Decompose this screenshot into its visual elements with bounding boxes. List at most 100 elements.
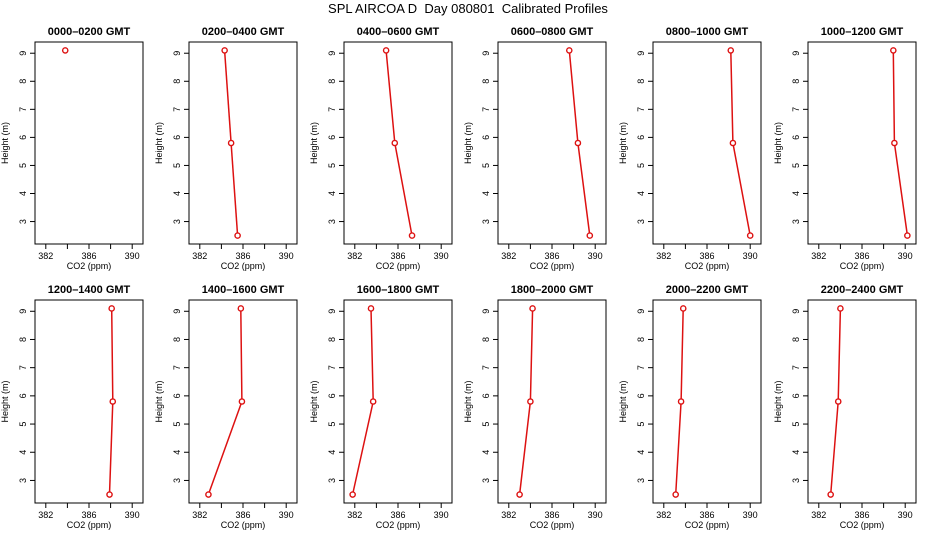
y-tick-label: 6 [791, 135, 801, 140]
x-axis-label: CO2 (ppm) [840, 261, 885, 271]
plot-frame [188, 41, 298, 245]
x-axis-label: CO2 (ppm) [67, 520, 112, 530]
x-tick-label: 382 [656, 251, 671, 261]
x-tick-label: 390 [898, 251, 913, 261]
x-tick-label: 386 [81, 251, 96, 261]
x-tick-label: 390 [743, 251, 758, 261]
y-tick-label: 9 [636, 51, 646, 56]
y-tick-label: 3 [636, 219, 646, 224]
series-line [385, 50, 413, 236]
figure-title: SPL AIRCOA D Day 080801 Calibrated Profi… [328, 1, 608, 16]
y-tick-label: 9 [481, 309, 491, 314]
y-axis-label: Height (m) [463, 380, 473, 422]
y-axis-label: Height (m) [154, 380, 164, 422]
panel-3: 0600–0800 GMT 382 386 390 3 4 5 6 7 8 9 CO2 (ppm) He… [463, 26, 607, 271]
plot-frame [497, 299, 607, 504]
y-tick-label: 8 [636, 79, 646, 84]
y-tick-label: 5 [327, 163, 337, 168]
y-tick-label: 9 [791, 309, 801, 314]
data-point [891, 139, 898, 147]
y-tick-label: 7 [481, 365, 491, 370]
y-axis-label: Height (m) [309, 122, 319, 164]
y-tick-label: 6 [481, 135, 491, 140]
x-tick-label: 390 [125, 510, 140, 520]
x-tick-label: 390 [898, 510, 913, 520]
y-tick-label: 9 [172, 51, 182, 56]
y-tick-label: 9 [481, 51, 491, 56]
y-tick-label: 5 [18, 422, 28, 427]
x-tick-label: 390 [125, 251, 140, 261]
panel-title: 0200–0400 GMT [202, 26, 285, 38]
x-tick-label: 382 [501, 251, 516, 261]
y-tick-label: 3 [481, 219, 491, 224]
data-point [565, 47, 573, 54]
data-point [382, 47, 390, 54]
panel-6: 1200–1400 GMT 382 386 390 3 4 5 6 7 8 9 CO2 (ppm) He… [0, 284, 144, 530]
y-tick-label: 3 [18, 478, 28, 483]
y-tick-label: 9 [18, 309, 28, 314]
x-tick-label: 382 [347, 251, 362, 261]
panel-11: 2200–2400 GMT 382 386 390 3 4 5 6 7 8 9 CO2 (ppm) He… [773, 284, 917, 530]
panel-title: 1400–1600 GMT [202, 284, 285, 296]
y-tick-label: 3 [791, 478, 801, 483]
x-tick-label: 382 [347, 510, 362, 520]
data-point [367, 305, 375, 312]
data-point [727, 47, 735, 54]
data-point [904, 232, 911, 239]
plot-frame [343, 299, 453, 504]
data-point [729, 139, 737, 147]
y-tick-label: 6 [791, 393, 801, 398]
y-tick-label: 3 [327, 219, 337, 224]
data-point [227, 139, 235, 147]
y-tick-label: 5 [18, 163, 28, 168]
y-tick-label: 7 [18, 107, 28, 112]
y-tick-label: 6 [172, 135, 182, 140]
data-point [827, 491, 834, 498]
y-tick-label: 7 [636, 107, 646, 112]
x-axis-label: CO2 (ppm) [376, 520, 421, 530]
y-tick-label: 3 [791, 219, 801, 224]
x-tick-label: 390 [588, 510, 603, 520]
panel-title: 0600–0800 GMT [511, 26, 594, 38]
y-tick-label: 8 [18, 337, 28, 342]
y-tick-label: 7 [636, 365, 646, 370]
y-tick-label: 7 [18, 365, 28, 370]
data-point [369, 398, 377, 405]
panel-7: 1400–1600 GMT 382 386 390 3 4 5 6 7 8 9 CO2 (ppm) He… [154, 284, 298, 530]
x-tick-label: 386 [854, 510, 869, 520]
y-tick-label: 4 [636, 450, 646, 455]
y-axis-label: Height (m) [618, 122, 628, 164]
y-tick-label: 4 [481, 450, 491, 455]
y-tick-label: 5 [791, 163, 801, 168]
y-axis-label: Height (m) [309, 380, 319, 422]
x-tick-label: 386 [390, 510, 405, 520]
plot-frame [34, 41, 144, 245]
data-point [746, 232, 754, 239]
y-tick-label: 7 [791, 365, 801, 370]
x-tick-label: 386 [235, 251, 250, 261]
data-point [516, 491, 523, 498]
y-tick-label: 6 [18, 393, 28, 398]
panel-title: 0800–1000 GMT [666, 26, 749, 38]
x-tick-label: 386 [390, 251, 405, 261]
x-tick-label: 386 [854, 251, 869, 261]
x-tick-label: 386 [699, 510, 714, 520]
data-point [527, 398, 534, 405]
data-point [109, 398, 117, 405]
data-point [106, 491, 113, 498]
data-point [108, 305, 115, 312]
data-point [586, 232, 594, 239]
plot-frame [34, 299, 144, 504]
data-point [237, 305, 245, 312]
y-axis-label: Height (m) [0, 122, 10, 164]
x-axis-label: CO2 (ppm) [685, 520, 730, 530]
y-tick-label: 4 [791, 450, 801, 455]
y-tick-label: 5 [172, 163, 182, 168]
panel-4: 0800–1000 GMT 382 386 390 3 4 5 6 7 8 9 CO2 (ppm) He… [618, 26, 762, 271]
y-tick-label: 6 [327, 393, 337, 398]
y-axis-label: Height (m) [154, 122, 164, 164]
x-axis-label: CO2 (ppm) [221, 261, 266, 271]
y-tick-label: 5 [481, 163, 491, 168]
y-tick-label: 3 [172, 219, 182, 224]
